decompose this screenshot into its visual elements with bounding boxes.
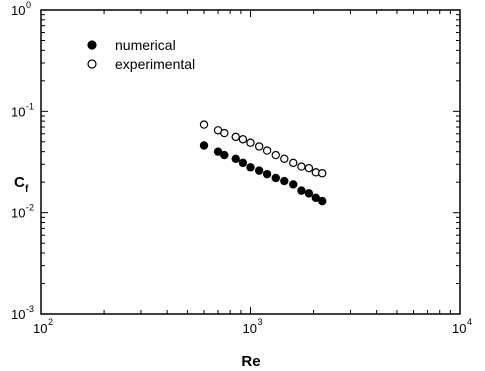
y-tick-label-exponent: -1 [26,101,34,111]
legend-marker-numerical [87,40,97,50]
experimental-data-point [271,150,280,160]
numerical-data-point [199,141,209,150]
numerical-data-point [304,189,314,198]
legend-label-experimental: experimental [115,56,195,72]
x-tick-label: 10 3 [243,317,263,336]
numerical-data-point [254,166,264,175]
x-tick-label-exponent: 4 [467,317,472,327]
experimental-data-point [220,128,229,138]
y-tick-label-base: 10 [11,307,25,322]
numerical-data-point [311,193,321,203]
x-tick-label-base: 10 [243,321,257,336]
y-tick-label: 10 0 [11,0,31,18]
x-tick-label-base: 10 [33,321,47,336]
numerical-data-point [231,154,240,164]
x-axis-title: Re [241,353,260,370]
experimental-data-point [254,142,264,151]
numerical-data-point [289,180,298,189]
numerical-data-point [297,186,306,195]
numerical-data-point [271,173,280,183]
experimental-data-point [246,138,255,147]
numerical-data-point [213,147,223,156]
experimental-data-point [238,135,248,144]
y-tick-label-base: 10 [11,206,25,221]
experimental-data-point [280,154,289,164]
y-axis-title-main: C [14,174,25,191]
x-tick-label: 10 2 [33,317,53,336]
data-points-layer [199,120,327,206]
y-tick-label: 10 -1 [11,101,34,119]
experimental-data-point [304,163,314,173]
plot-frame [40,9,461,315]
x-tick-label: 10 4 [452,317,472,336]
legend-label-numerical: numerical [115,37,176,53]
legend-marker-experimental [87,59,97,69]
numerical-data-point [262,169,272,179]
numerical-data-point [238,158,248,168]
x-tick-label-base: 10 [452,321,466,336]
numerical-data-point [280,176,289,186]
numerical-data-point [318,196,327,206]
tick-labels-layer: 10 2 10 3 10 410 -310 -210 -110 0 [11,0,472,336]
experimental-data-point [297,162,306,171]
numerical-data-point [220,150,229,160]
numerical-data-point [246,163,255,172]
experimental-data-point [231,132,240,142]
experimental-data-point [289,158,298,168]
experimental-data-point [318,169,327,178]
y-tick-label-exponent: -2 [26,203,34,213]
y-axis-title-subscript: f [25,184,29,195]
x-tick-label-exponent: 3 [258,317,263,327]
y-axis-title: C f [14,174,29,195]
y-tick-label-base: 10 [11,104,25,119]
y-tick-label-exponent: -3 [26,304,34,314]
x-tick-label-exponent: 2 [48,317,53,327]
y-tick-label-exponent: 0 [26,0,31,10]
legend: numerical experimental [87,37,195,72]
y-tick-label-base: 10 [11,3,25,18]
y-tick-label: 10 -2 [11,203,34,221]
y-tick-label: 10 -3 [11,304,34,322]
experimental-data-point [262,146,272,155]
ticks-layer [40,10,460,315]
experimental-data-point [199,120,209,129]
